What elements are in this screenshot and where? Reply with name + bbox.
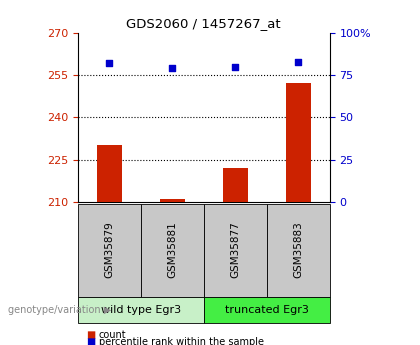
Text: ■: ■ xyxy=(86,337,95,345)
Point xyxy=(295,59,302,64)
Point xyxy=(232,64,239,69)
Text: ■: ■ xyxy=(86,330,95,339)
Text: wild type Egr3: wild type Egr3 xyxy=(101,305,181,315)
Bar xyxy=(97,146,122,202)
Text: genotype/variation ▶: genotype/variation ▶ xyxy=(8,305,112,315)
Bar xyxy=(160,199,185,202)
Text: GSM35879: GSM35879 xyxy=(104,222,114,278)
Bar xyxy=(286,83,311,202)
Title: GDS2060 / 1457267_at: GDS2060 / 1457267_at xyxy=(126,17,281,30)
Text: truncated Egr3: truncated Egr3 xyxy=(225,305,309,315)
Text: GSM35881: GSM35881 xyxy=(167,222,177,278)
Text: GSM35877: GSM35877 xyxy=(230,222,240,278)
Text: count: count xyxy=(99,330,126,339)
Point xyxy=(169,66,176,71)
Point xyxy=(106,60,113,66)
Text: percentile rank within the sample: percentile rank within the sample xyxy=(99,337,264,345)
Text: GSM35883: GSM35883 xyxy=(293,222,303,278)
Bar xyxy=(223,168,248,202)
